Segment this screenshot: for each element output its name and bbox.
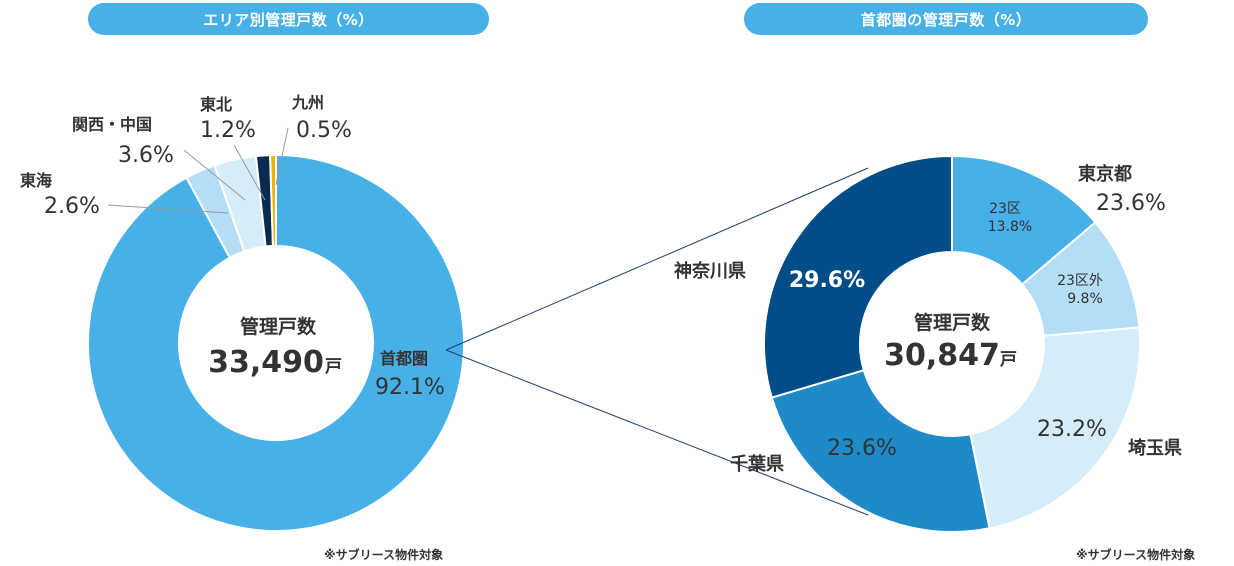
label-kyushu-value: 0.5% [296,118,352,143]
right-center-value: 30,847 [884,338,1000,373]
leader-line-tokai [107,204,229,214]
label-tokyo-name: 東京都 [1078,163,1132,185]
right-slice-4 [763,154,953,399]
label-saitama-name: 埼玉県 [1128,437,1182,459]
connector-line-top [445,167,869,351]
left-center-unit: 戸 [325,357,342,377]
right-footnote: ※サブリース物件対象 [1076,548,1196,562]
label-tohoku-name: 東北 [200,95,232,114]
left-center-value: 33,490 [208,345,324,380]
left-chart-title: エリア別管理戸数（%） [88,3,489,35]
leader-line-kyushu [275,127,289,186]
left-center-title: 管理戸数 [240,315,317,338]
leader-line-kansai [183,149,246,201]
left-slice-0 [87,153,465,532]
label-23ku-value: 13.8% [988,219,1032,235]
left-footnote: ※サブリース物件対象 [324,548,444,562]
label-tokyo-value: 23.6% [1096,191,1166,216]
right-center-title: 管理戸数 [914,311,991,334]
label-chiba-value: 23.6% [827,436,897,461]
label-shutoken-value: 92.1% [375,375,445,400]
label-tohoku-value: 1.2% [200,118,256,143]
label-shutoken-name: 首都圏 [380,349,428,368]
label-kansai-value: 3.6% [118,143,174,168]
label-chiba-name: 千葉県 [730,454,784,475]
label-kansai-name: 関西・中国 [72,115,152,134]
right-slice-3 [770,368,991,533]
label-tokai-name: 東海 [20,171,52,190]
right-slice-2 [969,326,1141,530]
label-23kugai-value: 9.8% [1067,291,1103,307]
label-kanagawa-name: 神奈川県 [674,260,746,282]
connector-line-bottom [445,349,869,516]
label-23kugai-name: 23区外 [1057,273,1103,289]
left-slice-4 [269,153,277,248]
leader-line-tohoku [233,144,266,201]
label-kanagawa-value: 29.6% [789,268,865,293]
label-saitama-value: 23.2% [1037,417,1107,442]
label-23ku-name: 23区 [989,201,1021,217]
right-donut [763,154,1141,533]
right-center-unit: 戸 [1000,350,1017,370]
label-kyushu-name: 九州 [291,93,324,112]
right-chart-title: 首都圏の管理戸数（%） [744,3,1148,35]
label-tokai-value: 2.6% [44,194,100,219]
left-donut [87,153,465,532]
